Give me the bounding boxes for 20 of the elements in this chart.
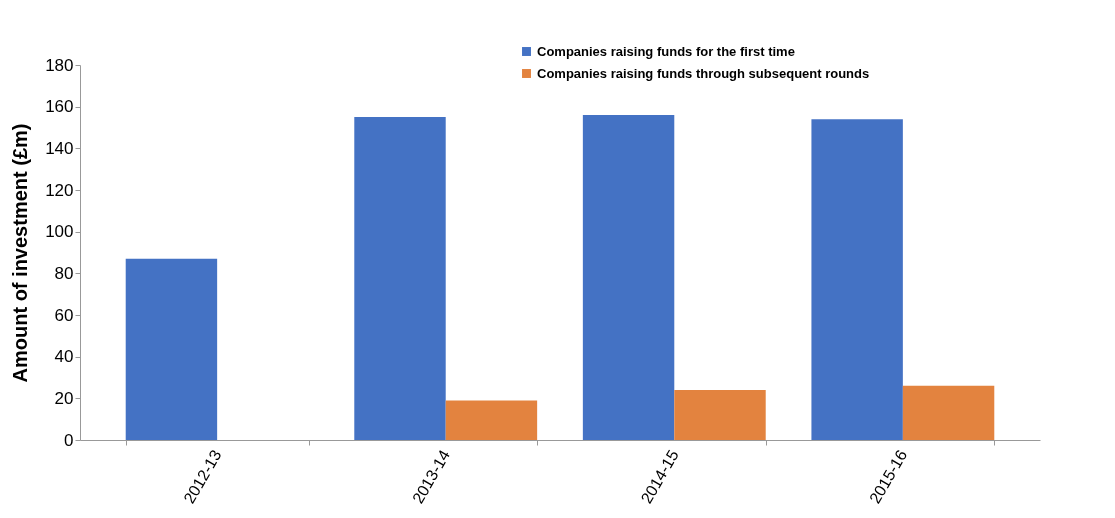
y-tick-label: 160 bbox=[45, 97, 74, 117]
y-tick-label: 80 bbox=[54, 263, 74, 283]
legend-label: Companies raising funds for the first time bbox=[537, 43, 795, 59]
y-tick-label: 100 bbox=[45, 222, 74, 242]
bar bbox=[674, 390, 766, 440]
bar bbox=[125, 258, 218, 440]
bar bbox=[902, 385, 995, 440]
bar bbox=[811, 119, 903, 440]
y-tick-label: 20 bbox=[54, 388, 74, 408]
y-tick-label: 140 bbox=[45, 138, 74, 158]
bar bbox=[354, 117, 446, 440]
y-tick-label: 0 bbox=[64, 430, 74, 450]
y-tick-label: 60 bbox=[54, 305, 74, 325]
y-tick-label: 40 bbox=[54, 347, 74, 367]
y-tick-label: 180 bbox=[45, 55, 74, 75]
bar bbox=[445, 400, 538, 440]
bar bbox=[582, 115, 675, 440]
y-tick-label: 120 bbox=[45, 180, 74, 200]
y-axis-title: Amount of investment (£m) bbox=[9, 123, 32, 383]
legend-label: Companies raising funds through subsequent rounds bbox=[537, 65, 870, 81]
